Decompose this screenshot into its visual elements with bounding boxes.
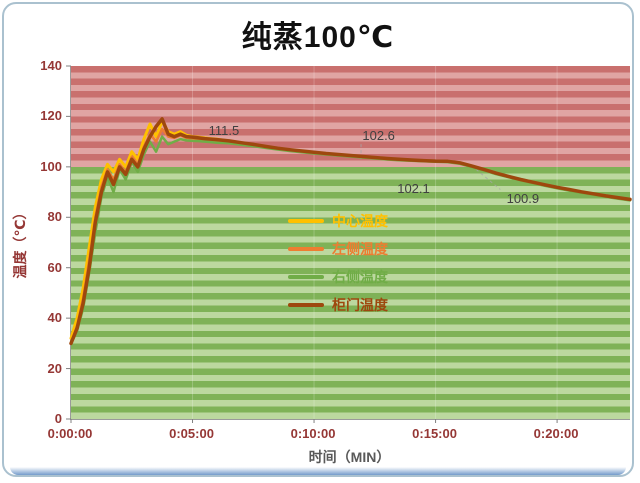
y-axis-title: 温度（℃） [12,205,28,279]
card-bottom-accent [10,467,626,475]
legend-item: 柜门温度 [288,291,388,319]
legend-label: 柜门温度 [332,297,388,313]
data-label: 102.6 [362,127,395,143]
legend-swatch [288,275,324,279]
x-tick-label: 0:00:00 [47,426,93,441]
y-tick-label: 100 [40,158,62,174]
legend-label: 中心温度 [332,213,388,229]
data-label: 100.9 [506,190,540,206]
y-tick-label: 0 [54,411,62,426]
x-tick-label: 0:15:00 [412,426,457,441]
legend-label: 右侧温度 [332,269,388,285]
legend-swatch [288,303,324,307]
series-line [69,117,632,346]
series-layer [66,65,632,423]
legend-item: 左侧温度 [288,235,388,263]
y-tick-label: 60 [47,259,62,275]
legend-item: 右侧温度 [288,263,388,291]
y-tick-label: 120 [40,108,62,124]
chart-card: 纯蒸100℃ 温度（℃） 0 20 40 60 80 100 120 140 0:00:00 0… [2,2,634,477]
chart-title: 纯蒸100℃ [241,21,395,54]
y-tick-label: 140 [40,58,62,73]
zone-band [71,166,630,419]
y-tick-label: 20 [47,360,62,376]
data-label: 102.1 [397,180,430,196]
data-label: 111.5 [208,122,240,138]
legend-swatch [288,247,324,251]
legend-item: 中心温度 [288,207,388,235]
legend-swatch [288,219,324,223]
zone-band [71,66,630,167]
legend-label: 左侧温度 [332,241,388,257]
y-tick-label: 40 [47,310,62,326]
plot-area [66,65,632,423]
y-tick-label: 80 [47,209,62,225]
x-axis-title: 时间（MIN） [308,449,391,465]
x-tick-label: 0:10:00 [290,426,336,441]
x-tick-label: 0:05:00 [169,426,214,441]
x-tick-label: 0:20:00 [533,426,579,441]
legend: 中心温度左侧温度右侧温度柜门温度 [288,207,388,319]
